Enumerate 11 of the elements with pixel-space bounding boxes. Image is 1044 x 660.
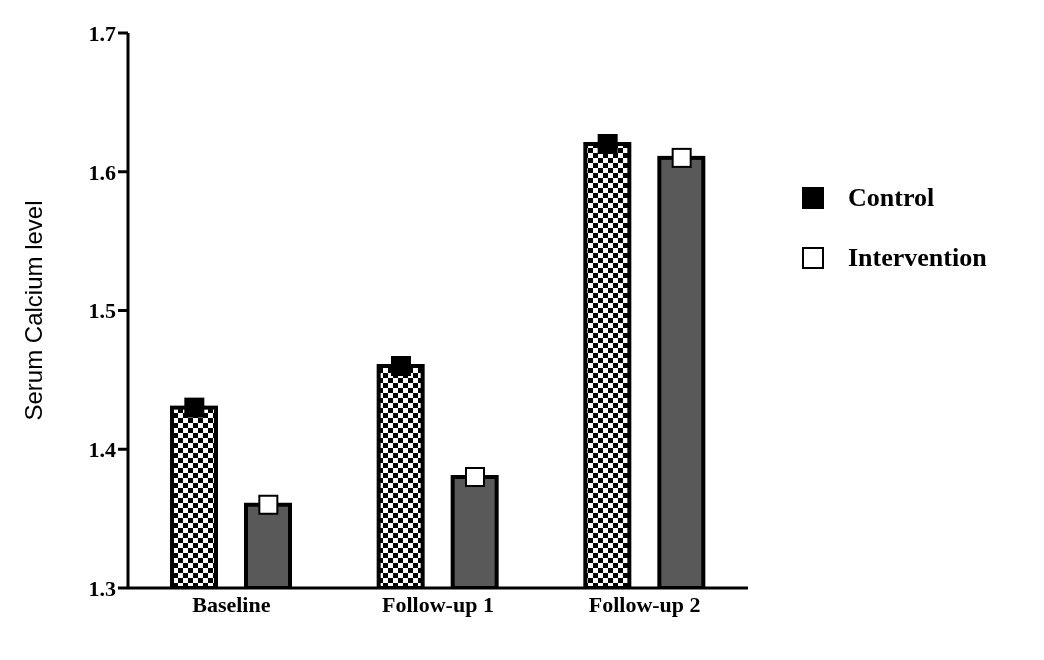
legend-label: Intervention	[848, 243, 987, 273]
y-tick-label: 1.5	[88, 298, 116, 324]
legend-label: Control	[848, 183, 935, 213]
y-tick-label: 1.6	[88, 159, 116, 185]
y-axis-title: Serum Calcium level	[19, 200, 47, 421]
y-tick-label: 1.4	[88, 437, 116, 463]
y-tick-label: 1.3	[88, 575, 116, 601]
x-tick-label: Follow-up 1	[382, 591, 494, 617]
x-tick-label: Baseline	[192, 591, 271, 617]
x-tick-label: Follow-up 2	[588, 591, 701, 617]
y-tick-label: 1.7	[88, 20, 116, 46]
